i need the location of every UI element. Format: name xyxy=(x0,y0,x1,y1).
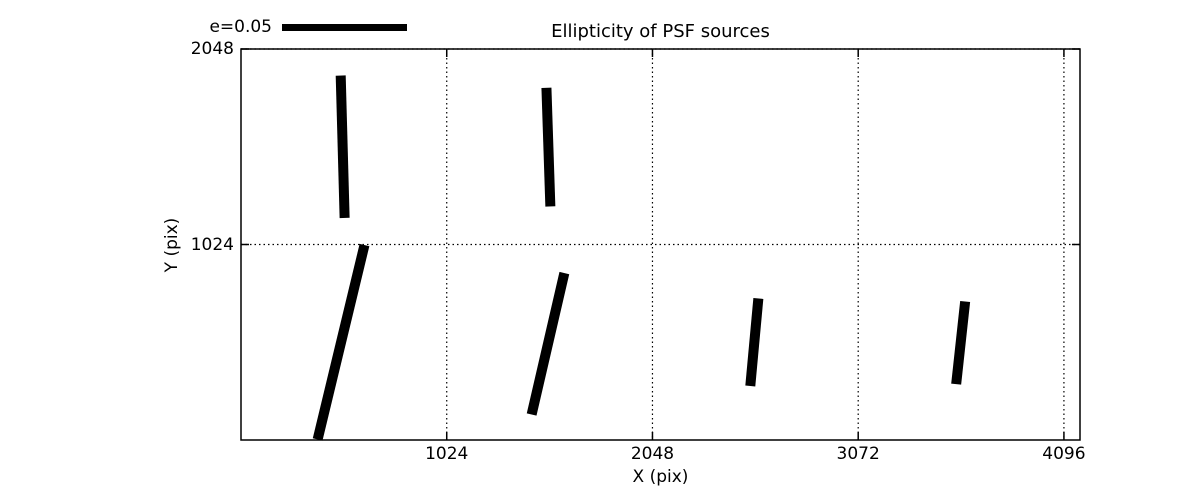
ellipticity-stick xyxy=(745,298,764,387)
quiver-key-bar xyxy=(282,24,407,31)
ellipticity-stick xyxy=(312,243,370,441)
y-tick-label: 1024 xyxy=(190,234,234,255)
x-axis-label: X (pix) xyxy=(632,467,689,487)
x-tick-label: 4096 xyxy=(1042,444,1086,464)
chart-title: Ellipticity of PSF sources xyxy=(551,21,770,42)
x-tick-label: 1024 xyxy=(425,444,469,464)
ellipticity-stick xyxy=(335,75,350,219)
y-tick-label: 2048 xyxy=(190,39,234,59)
ellipticity-stick xyxy=(541,87,556,207)
x-tick-label: 2048 xyxy=(630,444,675,464)
ellipticity-stick xyxy=(951,300,971,385)
x-tick-label: 3072 xyxy=(836,444,880,464)
ellipticity-stick xyxy=(526,271,570,416)
quiver-key-label: e=0.05 xyxy=(209,17,272,37)
